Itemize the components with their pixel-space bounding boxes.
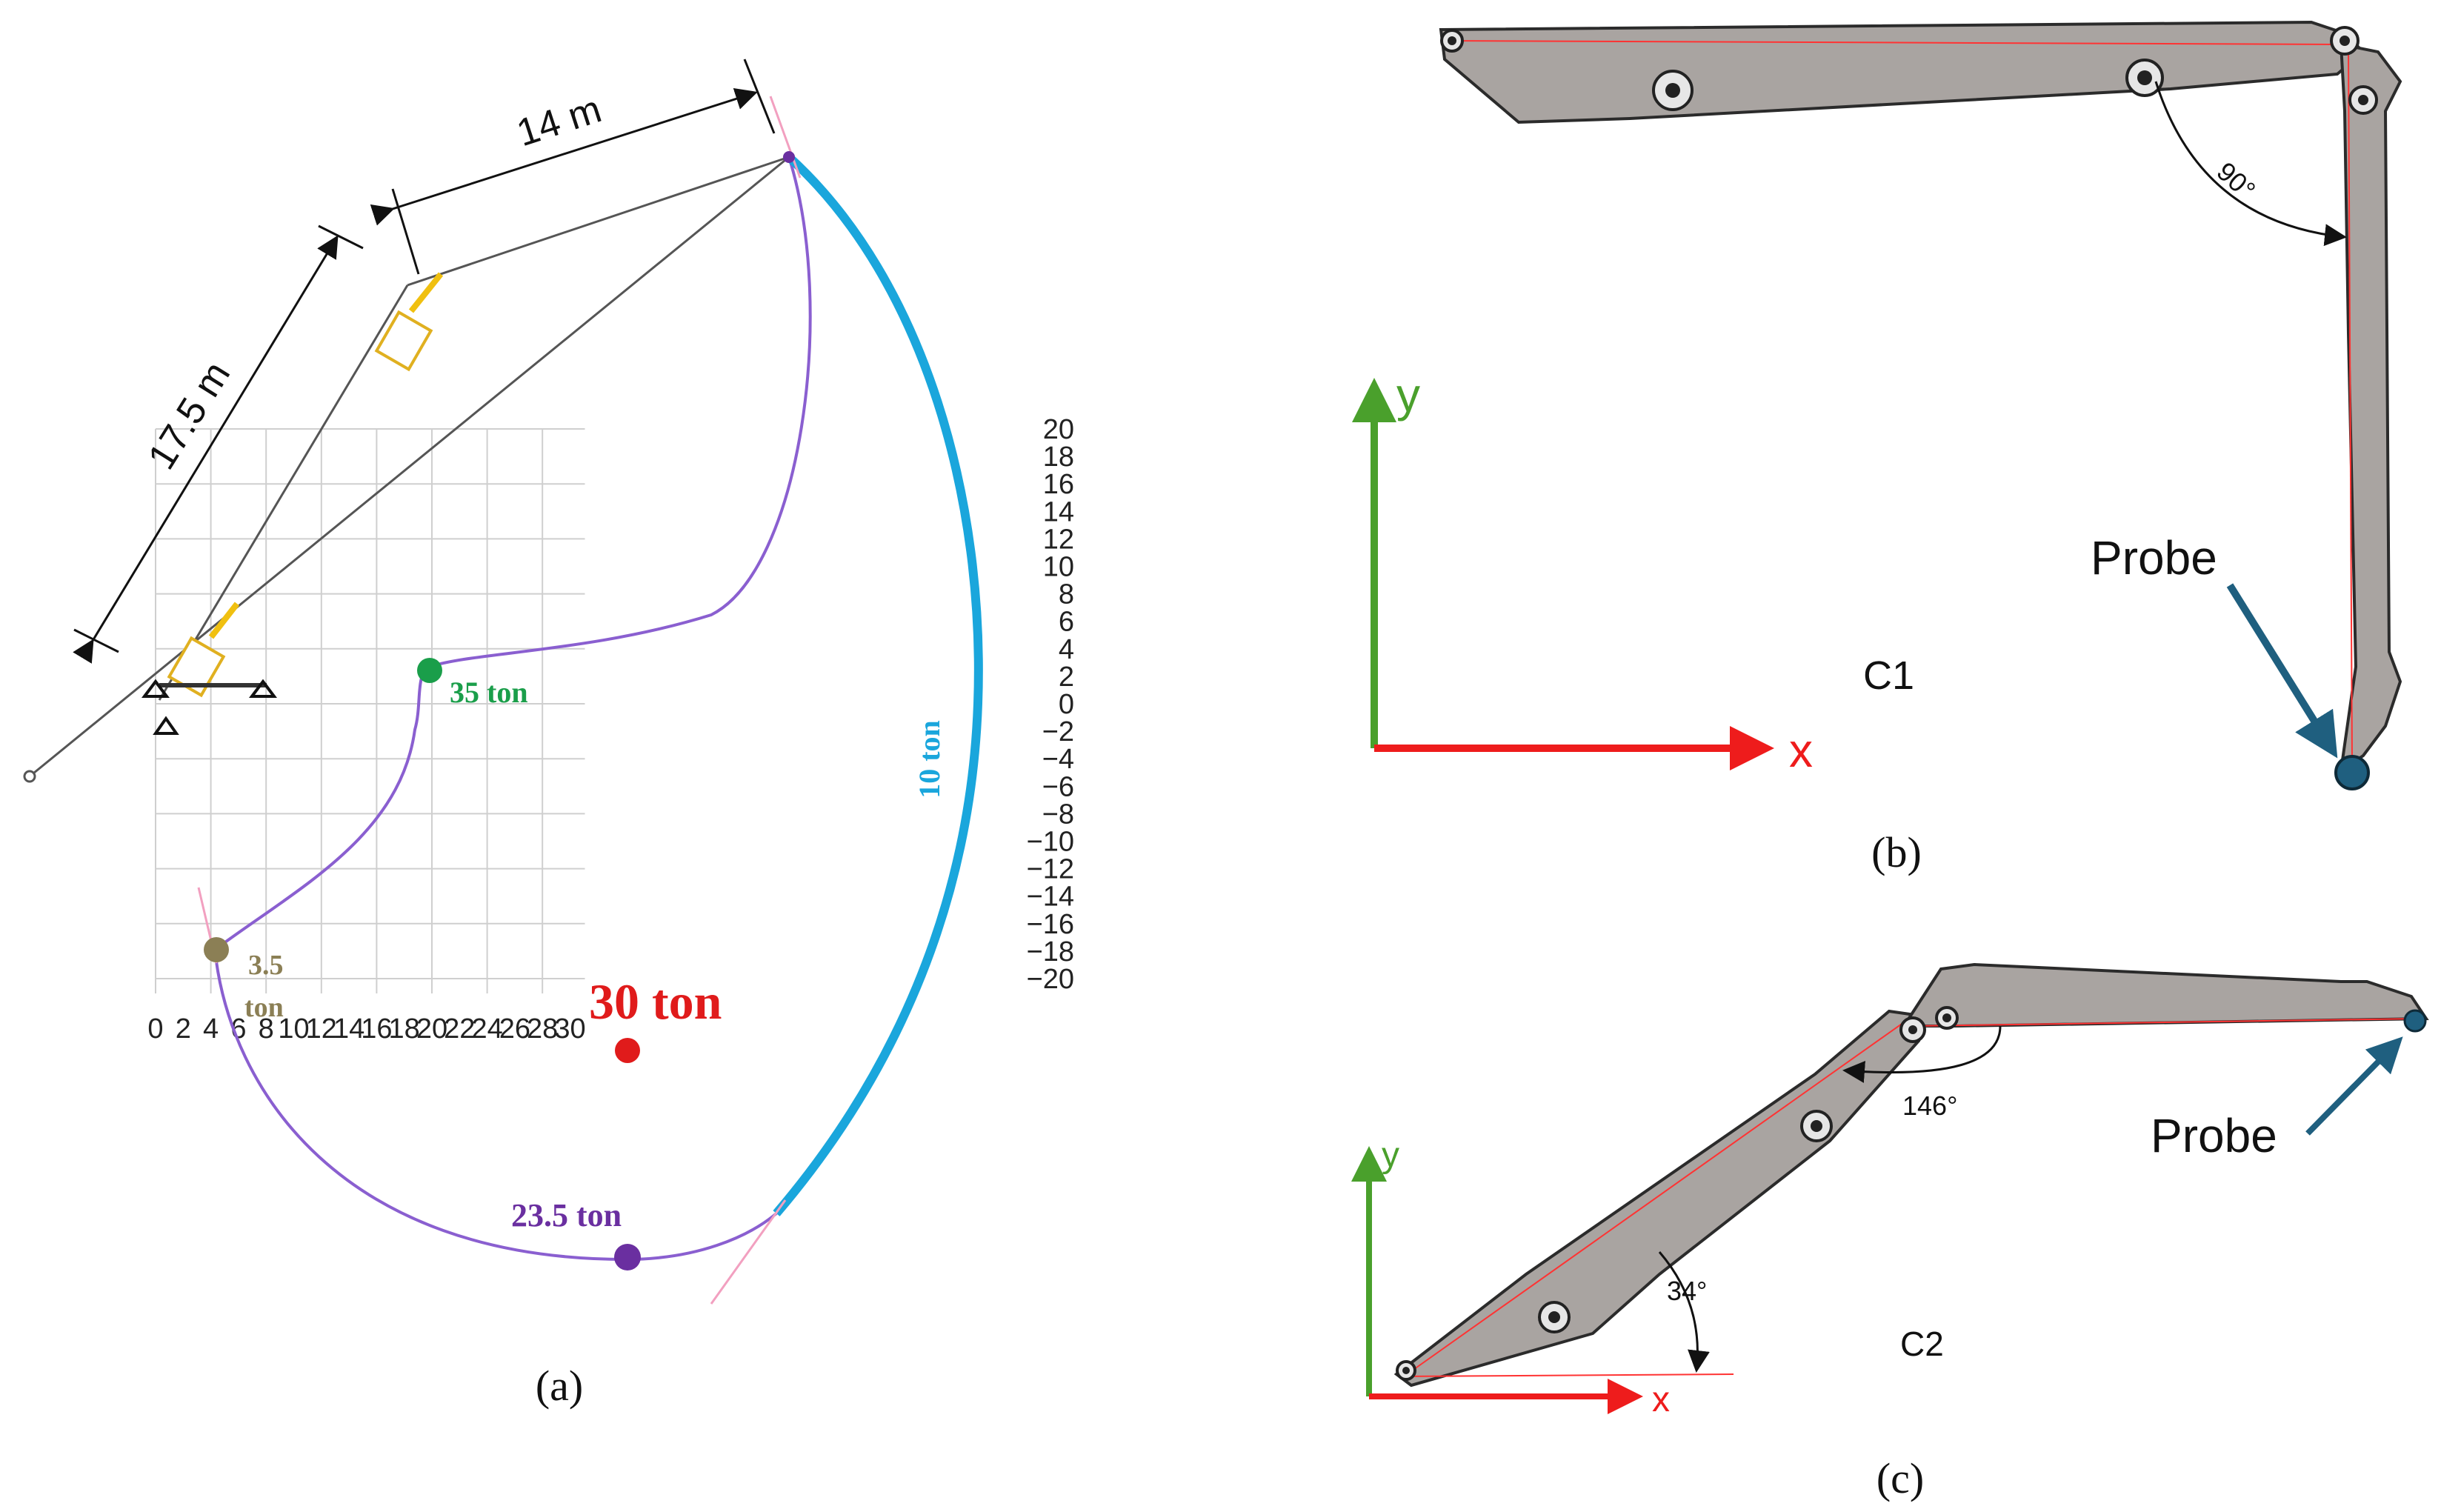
y-tick-labels: 20181614121086420−2−4−6−8−10−12−14−16−18… bbox=[1027, 414, 1074, 995]
y-tick-label: 6 bbox=[1059, 607, 1074, 638]
probe-point-b bbox=[2334, 755, 2370, 790]
x-tick-label: 22 bbox=[444, 1013, 475, 1045]
y-tick-label: −16 bbox=[1027, 909, 1074, 940]
probe-label-c: Probe bbox=[2151, 1109, 2277, 1162]
x-tick-label: 12 bbox=[306, 1013, 337, 1045]
y-tick-label: −20 bbox=[1027, 964, 1074, 995]
angle-label-joint-c: 146° bbox=[1902, 1090, 1957, 1121]
angle-label-base-c: 34° bbox=[1667, 1276, 1707, 1306]
dimension-stick: 14 m bbox=[370, 59, 776, 275]
y-tick-label: −18 bbox=[1027, 936, 1074, 968]
stick-arm-c bbox=[1901, 962, 2429, 1028]
x-tick-label: 0 bbox=[147, 1013, 163, 1045]
x-tick-label: 26 bbox=[499, 1013, 530, 1045]
label-3-5-ton-a: 3.5 bbox=[248, 950, 284, 981]
x-tick-label: 20 bbox=[416, 1013, 447, 1045]
caption-b: (b) bbox=[1871, 828, 1922, 876]
support-triangles bbox=[141, 679, 277, 735]
axis-y-label-c: y bbox=[1382, 1136, 1399, 1175]
x-tick-label: 24 bbox=[471, 1013, 502, 1045]
tangent-marker bbox=[710, 1199, 787, 1305]
x-tick-label: 6 bbox=[230, 1013, 246, 1045]
caption-c: (c) bbox=[1876, 1454, 1924, 1502]
y-tick-label: −14 bbox=[1027, 882, 1074, 913]
config-label-b: C1 bbox=[1863, 653, 1914, 698]
angle-arc-base-c bbox=[1658, 1251, 1710, 1373]
x-tick-label: 8 bbox=[259, 1013, 274, 1045]
grid bbox=[155, 428, 585, 993]
x-tick-label: 16 bbox=[361, 1013, 392, 1045]
dim-boom-label: 17.5 m bbox=[140, 354, 239, 477]
y-tick-label: −10 bbox=[1027, 827, 1074, 858]
axis-y-label-b: y bbox=[1396, 368, 1420, 422]
y-tick-label: 2 bbox=[1059, 662, 1074, 693]
x-tick-label: 10 bbox=[278, 1013, 309, 1045]
y-tick-label: 18 bbox=[1043, 442, 1074, 473]
hydraulic-cylinder-upper bbox=[374, 310, 433, 372]
axis-x-label-c: x bbox=[1652, 1380, 1670, 1419]
label-10-ton: 10 ton bbox=[913, 720, 946, 799]
y-tick-label: 16 bbox=[1043, 469, 1074, 500]
point-23-5-ton bbox=[614, 1244, 641, 1270]
x-tick-label: 18 bbox=[389, 1013, 420, 1045]
stick-arm-b bbox=[1439, 20, 2365, 124]
envelope-lower-curve bbox=[213, 949, 778, 1262]
y-tick-label: −6 bbox=[1042, 771, 1074, 802]
y-tick-label: −4 bbox=[1042, 744, 1074, 775]
boom-arm-b bbox=[2339, 42, 2402, 774]
point-35-ton bbox=[417, 658, 442, 683]
label-3-5-ton-b: ton bbox=[244, 992, 284, 1023]
x-tick-label: 28 bbox=[527, 1013, 558, 1045]
envelope-inner-curve bbox=[213, 156, 812, 951]
x-tick-label: 30 bbox=[554, 1013, 585, 1045]
panel-c: 146° 34° y x C2 Probe (c) bbox=[1351, 962, 2429, 1502]
angle-arc-b bbox=[2154, 81, 2347, 247]
y-tick-label: 20 bbox=[1043, 414, 1074, 445]
x-tick-label: 14 bbox=[333, 1013, 364, 1045]
y-tick-label: −2 bbox=[1042, 716, 1074, 747]
label-35-ton: 35 ton bbox=[450, 676, 528, 709]
config-label-c: C2 bbox=[1900, 1325, 1944, 1363]
x-tick-label: 4 bbox=[203, 1013, 219, 1045]
probe-label-b: Probe bbox=[2091, 531, 2217, 585]
tangent-marker bbox=[769, 96, 802, 179]
y-tick-label: 14 bbox=[1043, 496, 1074, 527]
y-tick-label: −8 bbox=[1042, 799, 1074, 830]
pins-b bbox=[1440, 26, 2378, 115]
y-tick-label: 12 bbox=[1043, 524, 1074, 555]
point-3-5-ton bbox=[204, 937, 229, 962]
pins-c bbox=[1396, 1006, 1959, 1381]
probe-point-c bbox=[2403, 1009, 2427, 1033]
probe-arrow-c bbox=[2305, 1036, 2403, 1136]
probe-arrow-b bbox=[2226, 583, 2338, 759]
y-tick-label: −12 bbox=[1027, 854, 1074, 885]
y-tick-label: 4 bbox=[1059, 634, 1074, 665]
caption-a: (a) bbox=[536, 1362, 583, 1410]
point-30-ton bbox=[615, 1038, 640, 1063]
y-tick-label: 0 bbox=[1059, 689, 1074, 720]
panel-b: 90° y x C1 Probe (b) bbox=[1352, 20, 2402, 876]
label-23-5-ton: 23.5 ton bbox=[511, 1197, 622, 1233]
dimension-boom: 17.5 m bbox=[73, 224, 364, 664]
axis-x-label-b: x bbox=[1789, 724, 1813, 777]
envelope-outer-curve-10-ton bbox=[773, 153, 983, 1216]
angle-label-b: 90° bbox=[2211, 156, 2262, 205]
y-tick-label: 10 bbox=[1043, 552, 1074, 583]
y-tick-label: 8 bbox=[1059, 579, 1074, 610]
x-tick-label: 2 bbox=[176, 1013, 191, 1045]
label-30-ton: 30 ton bbox=[589, 973, 722, 1030]
angle-arc-joint-c bbox=[1842, 1025, 2002, 1083]
